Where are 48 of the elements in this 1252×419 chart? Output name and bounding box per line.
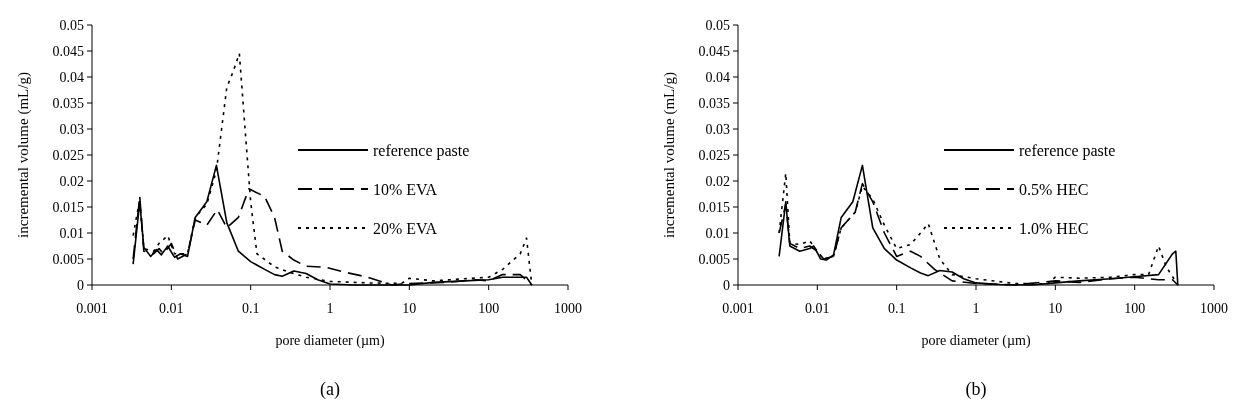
y-tick-label: 0.005 bbox=[52, 252, 84, 267]
legend-label: 20% EVA bbox=[373, 220, 438, 237]
x-tick-label: 0.1 bbox=[887, 301, 906, 316]
x-tick-label: 0.001 bbox=[76, 301, 108, 316]
x-tick-label: 100 bbox=[1124, 301, 1146, 316]
y-tick-label: 0.015 bbox=[52, 200, 84, 215]
x-tick-label: 0.001 bbox=[722, 301, 754, 316]
y-tick-label: 0.04 bbox=[705, 70, 730, 85]
x-axis-title: pore diameter (µm) bbox=[275, 333, 385, 349]
y-tick-label: 0.035 bbox=[698, 96, 730, 111]
y-tick-label: 0 bbox=[723, 278, 730, 293]
legend-label: reference paste bbox=[373, 142, 470, 160]
y-axis-title: incremental volume (mL/g) bbox=[661, 72, 678, 238]
y-tick-label: 0.05 bbox=[705, 18, 730, 33]
y-tick-label: 0.01 bbox=[59, 226, 84, 241]
text: (b) bbox=[965, 379, 987, 400]
y-tick-label: 0.02 bbox=[59, 174, 84, 189]
x-tick-label: 0.01 bbox=[805, 301, 830, 316]
y-tick-label: 0.025 bbox=[52, 148, 84, 163]
y-tick-label: 0.03 bbox=[705, 122, 730, 137]
y-tick-label: 0.045 bbox=[52, 44, 84, 59]
y-tick-label: 0.045 bbox=[698, 44, 730, 59]
x-axis-title: pore diameter (µm) bbox=[921, 333, 1031, 349]
y-tick-label: 0.02 bbox=[705, 174, 730, 189]
y-tick-label: 0.05 bbox=[59, 18, 84, 33]
legend-label: 1.0% HEC bbox=[1019, 220, 1089, 237]
legend-label: reference paste bbox=[1019, 142, 1116, 160]
y-axis-title: incremental volume (mL/g) bbox=[15, 72, 32, 238]
legend-label: 0.5% HEC bbox=[1019, 181, 1089, 198]
x-tick-label: 10 bbox=[1048, 301, 1063, 316]
text: (a) bbox=[320, 379, 340, 400]
x-tick-label: 1 bbox=[326, 301, 334, 316]
x-tick-label: 0.01 bbox=[159, 301, 184, 316]
y-tick-label: 0.04 bbox=[59, 70, 84, 85]
legend-label: 10% EVA bbox=[373, 181, 438, 198]
y-tick-label: 0.03 bbox=[59, 122, 84, 137]
y-tick-label: 0.025 bbox=[698, 148, 730, 163]
y-tick-label: 0 bbox=[77, 278, 84, 293]
x-tick-label: 1000 bbox=[1200, 301, 1228, 316]
x-tick-label: 100 bbox=[478, 301, 500, 316]
y-tick-label: 0.005 bbox=[698, 252, 730, 267]
x-tick-label: 1 bbox=[972, 301, 980, 316]
x-tick-label: 10 bbox=[402, 301, 417, 316]
x-tick-label: 1000 bbox=[554, 301, 582, 316]
y-tick-label: 0.01 bbox=[705, 226, 730, 241]
x-tick-label: 0.1 bbox=[241, 301, 260, 316]
y-tick-label: 0.015 bbox=[698, 200, 730, 215]
y-tick-label: 0.035 bbox=[52, 96, 84, 111]
